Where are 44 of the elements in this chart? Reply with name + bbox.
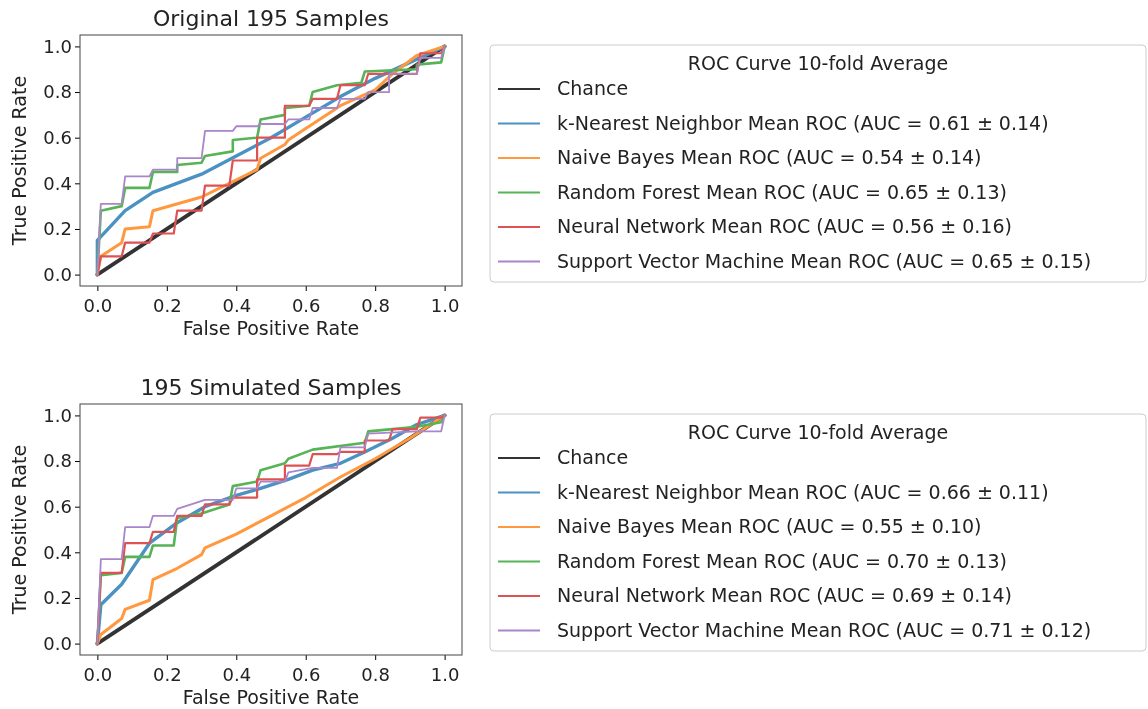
x-tick-label: 0.2 — [153, 664, 182, 685]
chart-title: Original 195 Samples — [152, 6, 390, 31]
x-tick-label: 0.0 — [83, 295, 113, 316]
x-tick-label: 0.8 — [361, 295, 390, 316]
legend-label: Chance — [557, 77, 629, 99]
x-tick-label: 0.0 — [83, 664, 113, 685]
legend-label: Neural Network Mean ROC (AUC = 0.56 ± 0.16) — [557, 215, 1012, 237]
y-tick-label: 0.0 — [43, 263, 72, 285]
x-axis-title: False Positive Rate — [182, 317, 360, 339]
legend-title: ROC Curve 10-fold Average — [687, 52, 949, 74]
legend-label: Chance — [557, 446, 629, 468]
x-tick-label: 0.6 — [291, 295, 321, 316]
x-tick-label: 0.8 — [361, 664, 390, 685]
legend-label: k-Nearest Neighbor Mean ROC (AUC = 0.61 ± 0.14) — [557, 111, 1049, 134]
x-tick-label: 0.2 — [153, 295, 182, 316]
legend-label: Naive Bayes Mean ROC (AUC = 0.55 ± 0.10) — [557, 515, 982, 537]
y-axis-title: True Positive Rate — [8, 75, 30, 247]
legend-label: Support Vector Machine Mean ROC (AUC = 0.71 ± 0.12) — [557, 618, 1092, 641]
y-tick-label: 0.8 — [43, 81, 72, 103]
y-tick-label: 0.6 — [43, 495, 72, 517]
y-tick-label: 0.2 — [43, 587, 72, 609]
y-tick-label: 0.8 — [43, 450, 72, 472]
legend-title: ROC Curve 10-fold Average — [687, 421, 949, 443]
legend-label: Random Forest Mean ROC (AUC = 0.70 ± 0.13) — [557, 549, 1007, 572]
y-axis-title: True Positive Rate — [8, 444, 30, 616]
y-tick-label: 0.0 — [43, 632, 72, 654]
x-axis-title: False Positive Rate — [182, 686, 360, 708]
y-tick-label: 0.6 — [43, 126, 72, 148]
legend-label: Neural Network Mean ROC (AUC = 0.69 ± 0.14) — [557, 584, 1012, 606]
legend-label: Naive Bayes Mean ROC (AUC = 0.54 ± 0.14) — [557, 146, 982, 168]
legend-label: Random Forest Mean ROC (AUC = 0.65 ± 0.13) — [557, 180, 1007, 203]
x-tick-label: 0.4 — [222, 664, 252, 685]
y-tick-label: 1.0 — [43, 404, 72, 426]
legend-label: Support Vector Machine Mean ROC (AUC = 0.65 ± 0.15) — [557, 249, 1092, 272]
legend-label: k-Nearest Neighbor Mean ROC (AUC = 0.66 ± 0.11) — [557, 480, 1049, 503]
y-tick-label: 0.4 — [43, 172, 72, 194]
x-tick-label: 1.0 — [430, 295, 460, 316]
chart-title: 195 Simulated Samples — [140, 375, 402, 400]
y-tick-label: 1.0 — [43, 35, 72, 57]
y-tick-label: 0.2 — [43, 218, 72, 240]
x-tick-label: 0.6 — [291, 664, 321, 685]
y-tick-label: 0.4 — [43, 541, 72, 563]
x-tick-label: 1.0 — [430, 664, 460, 685]
x-tick-label: 0.4 — [222, 295, 252, 316]
